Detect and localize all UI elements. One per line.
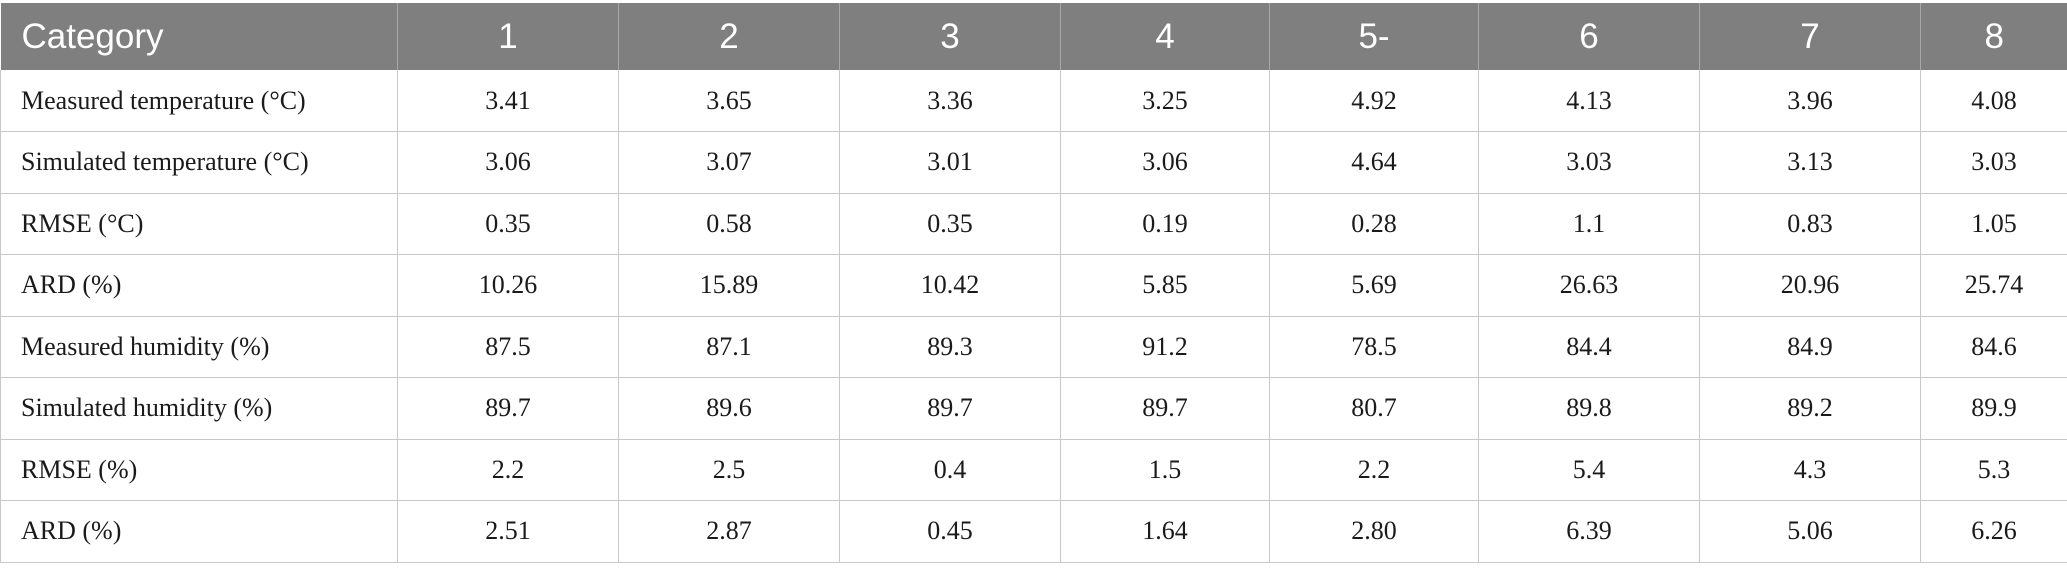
table-cell: 89.2 (1699, 377, 1921, 440)
table-cell: 4.64 (1269, 131, 1479, 194)
row-label: Measured humidity (%) (0, 316, 398, 378)
table-cell: 3.06 (1060, 131, 1270, 194)
table-cell: 84.4 (1478, 316, 1700, 378)
table-cell: 3.36 (839, 70, 1061, 132)
table-cell: 2.87 (618, 500, 840, 563)
table-cell: 4.3 (1699, 439, 1921, 501)
row-label: RMSE (°C) (0, 193, 398, 255)
table-cell: 3.65 (618, 70, 840, 132)
table-cell: 0.35 (397, 193, 619, 255)
table-cell: 26.63 (1478, 254, 1700, 317)
table-cell: 78.5 (1269, 316, 1479, 378)
table-cell: 3.25 (1060, 70, 1270, 132)
table-cell: 3.06 (397, 131, 619, 194)
table-cell: 5.4 (1478, 439, 1700, 501)
table-cell: 5.06 (1699, 500, 1921, 563)
table-cell: 0.28 (1269, 193, 1479, 255)
table-cell: 0.35 (839, 193, 1061, 255)
table-cell: 3.13 (1699, 131, 1921, 194)
table-cell: 3.01 (839, 131, 1061, 194)
table-cell: 6.26 (1920, 500, 2067, 563)
row-label: Measured temperature (°C) (0, 70, 398, 132)
header-cell-3: 3 (839, 3, 1061, 70)
table-cell: 84.9 (1699, 316, 1921, 378)
table-row: ARD (%) 2.51 2.87 0.45 1.64 2.80 6.39 5.… (0, 500, 2067, 563)
table-cell: 4.08 (1920, 70, 2067, 132)
row-label: ARD (%) (0, 500, 398, 563)
table-cell: 3.03 (1920, 131, 2067, 194)
data-table-container: Category 1 2 3 4 5- 6 7 8 Measured tempe… (0, 3, 2067, 563)
table-cell: 2.2 (397, 439, 619, 501)
table-row: RMSE (°C) 0.35 0.58 0.35 0.19 0.28 1.1 0… (0, 193, 2067, 255)
table-row: Measured humidity (%) 87.5 87.1 89.3 91.… (0, 316, 2067, 378)
table-row: ARD (%) 10.26 15.89 10.42 5.85 5.69 26.6… (0, 254, 2067, 317)
table-cell: 2.51 (397, 500, 619, 563)
comparison-table: Category 1 2 3 4 5- 6 7 8 Measured tempe… (0, 3, 2067, 563)
table-cell: 15.89 (618, 254, 840, 317)
header-cell-2: 2 (618, 3, 840, 70)
table-cell: 2.5 (618, 439, 840, 501)
header-cell-1: 1 (397, 3, 619, 70)
row-label: Simulated humidity (%) (0, 377, 398, 440)
row-label: Simulated temperature (°C) (0, 131, 398, 194)
table-cell: 89.3 (839, 316, 1061, 378)
table-cell: 2.80 (1269, 500, 1479, 563)
row-label: RMSE (%) (0, 439, 398, 501)
table-cell: 89.9 (1920, 377, 2067, 440)
table-body: Measured temperature (°C) 3.41 3.65 3.36… (0, 70, 2067, 563)
header-row: Category 1 2 3 4 5- 6 7 8 (0, 3, 2067, 70)
table-cell: 87.1 (618, 316, 840, 378)
table-cell: 0.45 (839, 500, 1061, 563)
table-cell: 10.26 (397, 254, 619, 317)
table-cell: 4.92 (1269, 70, 1479, 132)
table-cell: 1.64 (1060, 500, 1270, 563)
table-cell: 20.96 (1699, 254, 1921, 317)
table-cell: 89.7 (397, 377, 619, 440)
table-cell: 0.19 (1060, 193, 1270, 255)
table-cell: 3.07 (618, 131, 840, 194)
table-cell: 3.03 (1478, 131, 1700, 194)
table-cell: 1.5 (1060, 439, 1270, 501)
table-cell: 84.6 (1920, 316, 2067, 378)
table-cell: 5.85 (1060, 254, 1270, 317)
table-cell: 6.39 (1478, 500, 1700, 563)
table-cell: 0.83 (1699, 193, 1921, 255)
header-cell-7: 7 (1699, 3, 1921, 70)
table-row: Simulated humidity (%) 89.7 89.6 89.7 89… (0, 377, 2067, 440)
table-row: Simulated temperature (°C) 3.06 3.07 3.0… (0, 131, 2067, 194)
row-label: ARD (%) (0, 254, 398, 317)
table-cell: 80.7 (1269, 377, 1479, 440)
header-cell-category: Category (0, 3, 398, 70)
table-header: Category 1 2 3 4 5- 6 7 8 (0, 3, 2067, 70)
table-cell: 89.7 (839, 377, 1061, 440)
table-cell: 4.13 (1478, 70, 1700, 132)
table-cell: 3.41 (397, 70, 619, 132)
header-cell-5: 5- (1269, 3, 1479, 70)
table-cell: 89.8 (1478, 377, 1700, 440)
header-cell-6: 6 (1478, 3, 1700, 70)
table-cell: 5.3 (1920, 439, 2067, 501)
table-cell: 87.5 (397, 316, 619, 378)
table-cell: 89.7 (1060, 377, 1270, 440)
table-cell: 89.6 (618, 377, 840, 440)
table-cell: 0.58 (618, 193, 840, 255)
table-cell: 91.2 (1060, 316, 1270, 378)
table-cell: 25.74 (1920, 254, 2067, 317)
table-cell: 1.1 (1478, 193, 1700, 255)
header-cell-4: 4 (1060, 3, 1270, 70)
table-cell: 2.2 (1269, 439, 1479, 501)
table-cell: 10.42 (839, 254, 1061, 317)
table-cell: 3.96 (1699, 70, 1921, 132)
table-cell: 5.69 (1269, 254, 1479, 317)
table-row: RMSE (%) 2.2 2.5 0.4 1.5 2.2 5.4 4.3 5.3 (0, 439, 2067, 501)
table-cell: 1.05 (1920, 193, 2067, 255)
table-cell: 0.4 (839, 439, 1061, 501)
header-cell-8: 8 (1920, 3, 2067, 70)
table-row: Measured temperature (°C) 3.41 3.65 3.36… (0, 70, 2067, 132)
